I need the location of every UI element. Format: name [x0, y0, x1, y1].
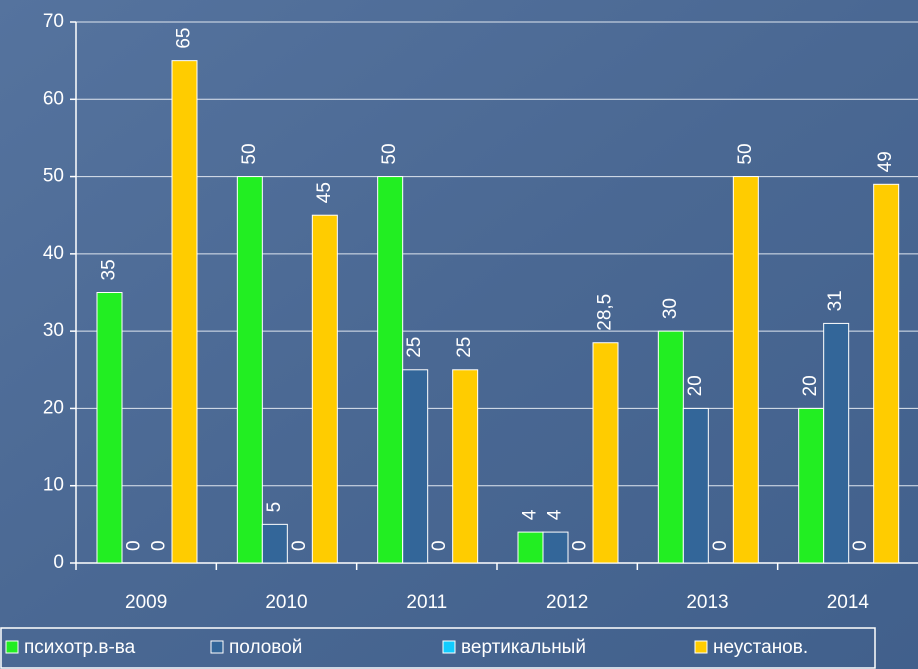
- x-tick-label: 2011: [406, 592, 447, 613]
- data-label: 49: [875, 151, 896, 172]
- data-label: 25: [454, 337, 475, 358]
- bar: [311, 214, 338, 564]
- x-tick-label: 2009: [125, 592, 167, 613]
- y-tick-label: 20: [43, 397, 64, 418]
- data-label: 50: [735, 143, 756, 164]
- bar: [171, 60, 198, 564]
- data-label: 50: [379, 143, 400, 164]
- data-label: 65: [174, 28, 195, 49]
- legend-label: вертикальный: [461, 637, 586, 658]
- bar: [452, 369, 479, 564]
- x-tick-label: 2010: [265, 592, 307, 613]
- x-tick-label: 2013: [686, 592, 728, 613]
- data-label: 0: [429, 540, 450, 551]
- data-label: 5: [264, 502, 285, 513]
- bar: [542, 531, 569, 564]
- y-tick-label: 60: [43, 88, 64, 109]
- legend-box: [0, 627, 876, 669]
- data-label: 0: [570, 540, 591, 551]
- bar: [873, 183, 900, 564]
- data-label: 0: [850, 540, 871, 551]
- bar: [682, 407, 709, 564]
- x-tick-label: 2014: [827, 592, 870, 613]
- y-tick-label: 50: [43, 166, 64, 187]
- data-label: 31: [825, 290, 846, 311]
- data-label: 0: [149, 540, 170, 551]
- bar: [261, 523, 288, 564]
- y-tick-label: 70: [43, 11, 64, 32]
- y-tick-label: 40: [43, 243, 64, 264]
- bar: [657, 330, 684, 564]
- data-label: 0: [289, 540, 310, 551]
- bar: [236, 176, 263, 564]
- bar: [402, 369, 429, 564]
- bar: [823, 322, 850, 564]
- data-label: 30: [660, 298, 681, 319]
- data-label: 20: [800, 375, 821, 396]
- legend-swatch: [5, 640, 19, 654]
- legend-swatch: [210, 640, 224, 654]
- y-tick-label: 10: [43, 475, 64, 496]
- data-label: 0: [710, 540, 731, 551]
- data-label: 35: [99, 259, 120, 280]
- bar: [377, 176, 404, 564]
- bar: [592, 342, 619, 564]
- data-label: 4: [545, 509, 566, 520]
- data-label: 4: [520, 509, 541, 520]
- bar: [732, 176, 759, 564]
- data-label: 20: [685, 375, 706, 396]
- x-tick-label: 2012: [546, 592, 588, 613]
- data-label: 25: [404, 337, 425, 358]
- data-label: 28,5: [595, 294, 616, 331]
- y-tick-label: 0: [53, 552, 64, 573]
- bar: [517, 531, 544, 564]
- data-label: 0: [124, 540, 145, 551]
- legend-label: половой: [229, 637, 302, 658]
- bar: [96, 292, 123, 564]
- legend-swatch: [442, 640, 456, 654]
- bar: [798, 407, 825, 564]
- data-label: 45: [314, 182, 335, 203]
- legend-label: неустанов.: [713, 637, 808, 658]
- y-tick-label: 30: [43, 320, 64, 341]
- legend-swatch: [694, 640, 708, 654]
- legend-label: психотр.в-ва: [24, 637, 136, 658]
- data-label: 50: [239, 143, 260, 164]
